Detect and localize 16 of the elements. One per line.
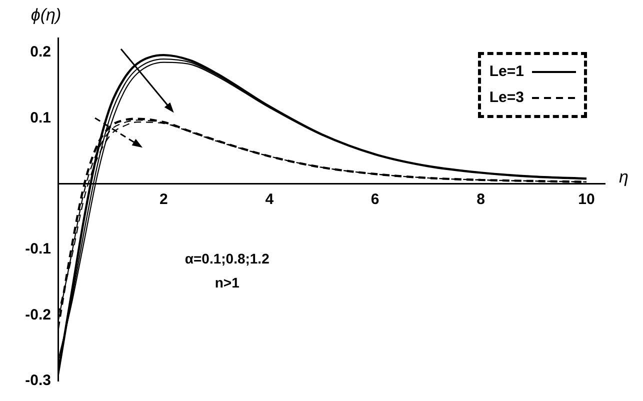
x-tick-label: 2 <box>160 191 168 208</box>
legend-label: Le=3 <box>489 88 524 108</box>
x-tick-label: 8 <box>476 191 485 208</box>
annotation: α=0.1;0.8;1.2 <box>184 250 270 266</box>
x-axis-title: η <box>619 168 628 187</box>
y-axis-title: ϕ(η) <box>30 6 62 25</box>
y-tick-label: -0.1 <box>25 240 51 258</box>
x-tick-label: 6 <box>370 191 380 208</box>
y-tick-label: -0.3 <box>25 372 51 390</box>
annotation: n>1 <box>214 274 240 290</box>
y-tick-label: 0.2 <box>30 44 51 61</box>
x-tick-label: 10 <box>578 191 595 208</box>
x-tick-label: 4 <box>265 191 274 208</box>
y-tick-label: -0.2 <box>25 306 51 324</box>
y-tick-label: 0.1 <box>30 109 51 126</box>
legend-label: Le=1 <box>489 62 524 82</box>
